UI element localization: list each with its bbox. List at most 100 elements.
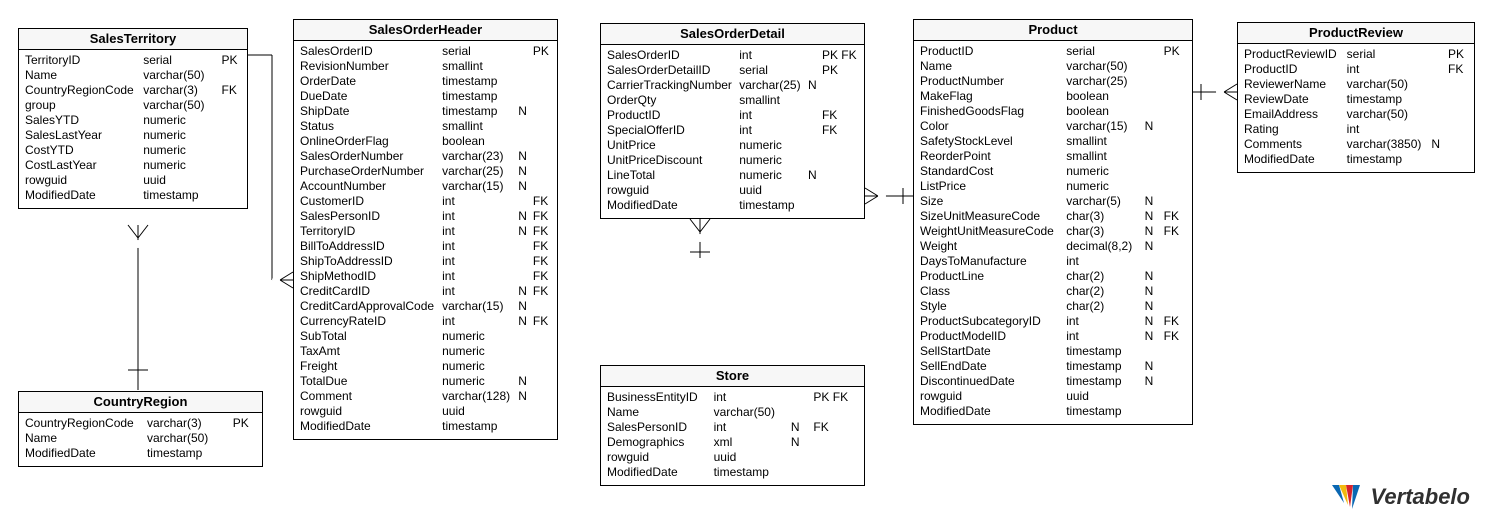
- table-columns: SalesOrderIDserialPKRevisionNumbersmalli…: [294, 41, 557, 439]
- column-nullable: [512, 119, 529, 133]
- column-nullable: N: [512, 104, 529, 118]
- column-name: ModifiedDate: [25, 446, 141, 460]
- column-key: [529, 359, 551, 373]
- table-sales-order-detail[interactable]: SalesOrderDetailSalesOrderIDintPK FKSale…: [600, 23, 865, 219]
- column-nullable: [1139, 149, 1160, 163]
- column-nullable: N: [512, 284, 529, 298]
- column-key: FK: [1160, 329, 1186, 343]
- column-key: [809, 465, 858, 479]
- column-nullable: [208, 158, 217, 172]
- column-name: rowguid: [607, 183, 733, 197]
- column-type: uuid: [1060, 389, 1138, 403]
- column-type: timestamp: [137, 188, 208, 202]
- column-nullable: [1425, 92, 1444, 106]
- column-nullable: N: [1139, 209, 1160, 223]
- column-name: TotalDue: [300, 374, 436, 388]
- column-name: Comment: [300, 389, 436, 403]
- column-type: varchar(15): [436, 179, 512, 193]
- table-title: SalesOrderDetail: [601, 24, 864, 45]
- table-sales-territory[interactable]: SalesTerritoryTerritoryIDserialPKNamevar…: [18, 28, 248, 209]
- column-key: [1160, 344, 1186, 358]
- column-type: serial: [137, 53, 208, 67]
- column-key: PK: [1160, 44, 1186, 58]
- column-type: timestamp: [436, 74, 512, 88]
- column-name: AccountNumber: [300, 179, 436, 193]
- column-name: Name: [607, 405, 708, 419]
- column-key: [229, 446, 256, 460]
- column-name: LineTotal: [607, 168, 733, 182]
- column-name: ProductSubcategoryID: [920, 314, 1060, 328]
- column-type: serial: [1060, 44, 1138, 58]
- column-name: SalesYTD: [25, 113, 137, 127]
- column-name: ProductModelID: [920, 329, 1060, 343]
- column-name: CostLastYear: [25, 158, 137, 172]
- column-type: timestamp: [1060, 344, 1138, 358]
- column-name: Class: [920, 284, 1060, 298]
- column-key: [529, 374, 551, 388]
- column-key: [529, 329, 551, 343]
- column-name: WeightUnitMeasureCode: [920, 224, 1060, 238]
- column-nullable: [512, 194, 529, 208]
- column-key: [818, 168, 858, 182]
- column-type: xml: [708, 435, 785, 449]
- column-type: int: [436, 314, 512, 328]
- column-type: varchar(50): [1341, 77, 1426, 91]
- column-type: timestamp: [1341, 152, 1426, 166]
- column-name: ModifiedDate: [607, 465, 708, 479]
- column-type: varchar(50): [708, 405, 785, 419]
- column-type: char(2): [1060, 269, 1138, 283]
- column-type: int: [1341, 62, 1426, 76]
- column-nullable: N: [512, 299, 529, 313]
- column-type: timestamp: [436, 104, 512, 118]
- column-name: OrderDate: [300, 74, 436, 88]
- column-key: [529, 149, 551, 163]
- column-type: serial: [733, 63, 802, 77]
- column-key: [818, 93, 858, 107]
- column-key: [1160, 299, 1186, 313]
- column-key: [1160, 389, 1186, 403]
- table-store[interactable]: StoreBusinessEntityIDintPK FKNamevarchar…: [600, 365, 865, 486]
- column-type: varchar(23): [436, 149, 512, 163]
- column-nullable: [512, 404, 529, 418]
- column-type: int: [1060, 254, 1138, 268]
- table-product-review[interactable]: ProductReviewProductReviewIDserialPKProd…: [1237, 22, 1475, 173]
- table-sales-order-header[interactable]: SalesOrderHeaderSalesOrderIDserialPKRevi…: [293, 19, 558, 440]
- column-key: [218, 113, 242, 127]
- table-country-region[interactable]: CountryRegionCountryRegionCodevarchar(3)…: [18, 391, 263, 467]
- column-name: SellStartDate: [920, 344, 1060, 358]
- column-type: int: [733, 123, 802, 137]
- column-type: int: [436, 239, 512, 253]
- column-key: [1444, 92, 1468, 106]
- column-key: [1160, 404, 1186, 418]
- column-name: rowguid: [607, 450, 708, 464]
- rel-review-product: [1193, 84, 1237, 100]
- table-product[interactable]: ProductProductIDserialPKNamevarchar(50)P…: [913, 19, 1193, 425]
- column-key: FK: [529, 224, 551, 238]
- column-type: smallint: [733, 93, 802, 107]
- column-type: decimal(8,2): [1060, 239, 1138, 253]
- column-nullable: [512, 239, 529, 253]
- table-title: Store: [601, 366, 864, 387]
- column-key: [1160, 254, 1186, 268]
- column-nullable: N: [1139, 299, 1160, 313]
- column-type: boolean: [1060, 104, 1138, 118]
- column-nullable: [802, 198, 818, 212]
- column-name: CountryRegionCode: [25, 416, 141, 430]
- column-key: [529, 299, 551, 313]
- column-nullable: [1139, 134, 1160, 148]
- column-nullable: N: [785, 435, 810, 449]
- column-type: char(2): [1060, 299, 1138, 313]
- column-key: PK: [1444, 47, 1468, 61]
- column-name: Status: [300, 119, 436, 133]
- column-name: SellEndDate: [920, 359, 1060, 373]
- column-nullable: N: [512, 314, 529, 328]
- column-nullable: N: [1139, 194, 1160, 208]
- column-key: FK: [1444, 62, 1468, 76]
- column-name: CreditCardID: [300, 284, 436, 298]
- column-nullable: [802, 63, 818, 77]
- column-type: numeric: [436, 374, 512, 388]
- column-nullable: N: [512, 224, 529, 238]
- column-type: int: [1060, 329, 1138, 343]
- column-type: timestamp: [436, 89, 512, 103]
- column-name: SalesPersonID: [300, 209, 436, 223]
